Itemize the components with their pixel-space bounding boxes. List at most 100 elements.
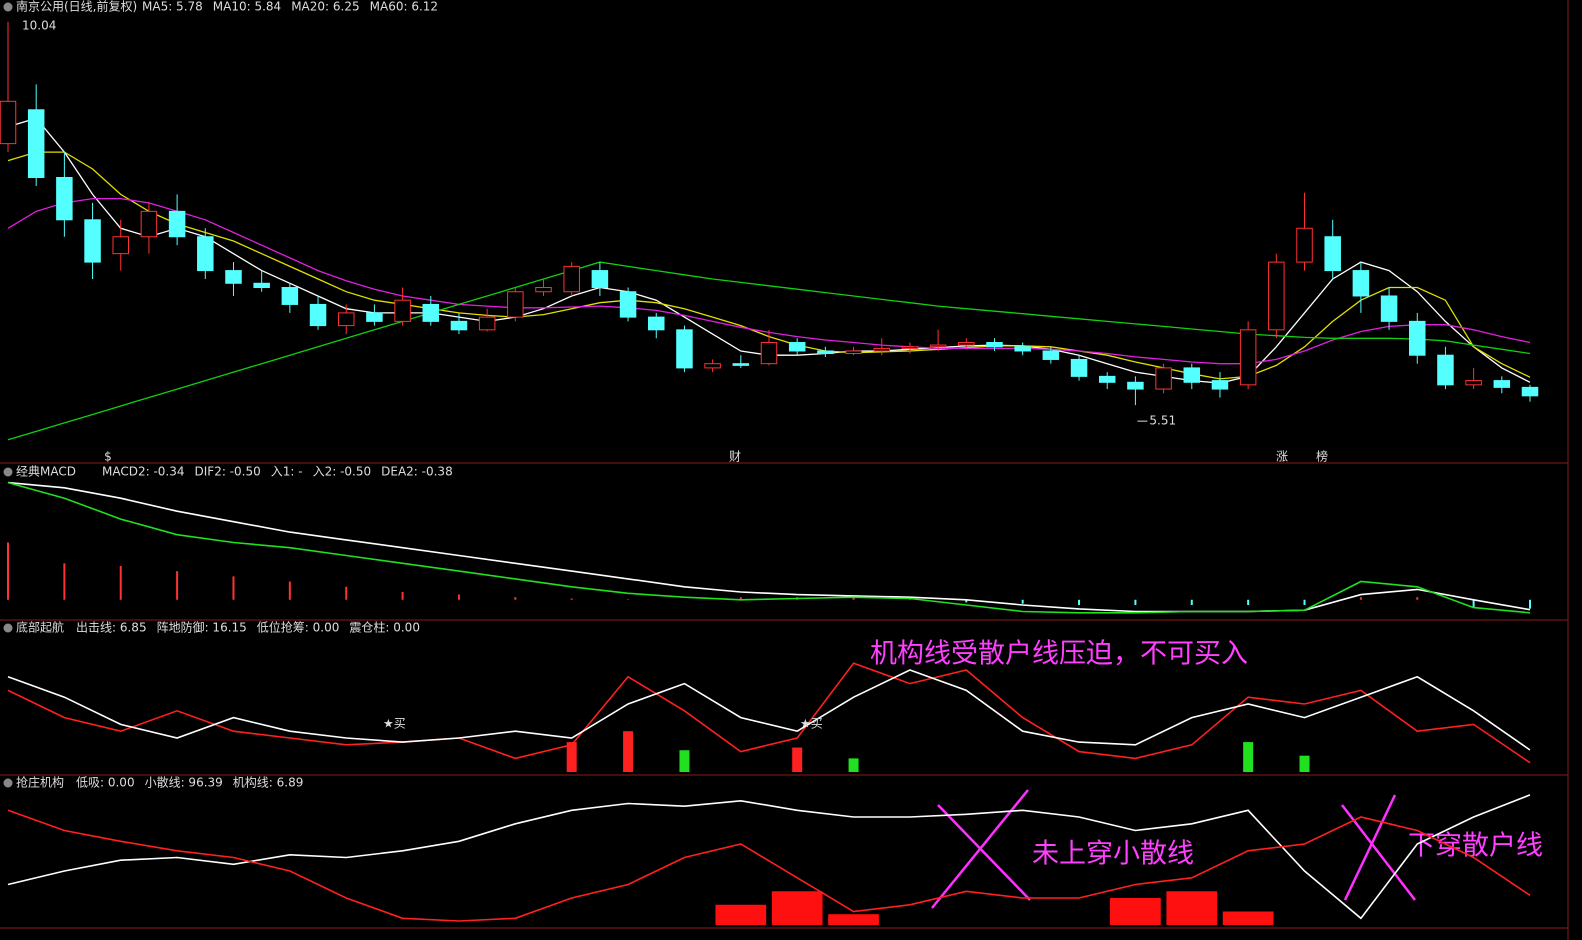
candle-body [929, 344, 947, 348]
menu-icon [3, 623, 13, 633]
candle-body [0, 100, 17, 145]
candle-body [1268, 261, 1285, 331]
legend-entry: MA5: 5.78 [142, 0, 203, 14]
indicator-bar [792, 747, 803, 772]
panel-title: 南京公用(日线,前复权) [16, 0, 137, 14]
candle-body [84, 219, 101, 263]
indicator-bar [1359, 597, 1362, 600]
legend-entry: MA10: 5.84 [213, 0, 281, 14]
candle-body [958, 342, 975, 346]
candle-body [1409, 320, 1426, 356]
candle-body [1352, 270, 1370, 297]
indicator-bar [514, 597, 517, 600]
indicator-bar [771, 891, 823, 925]
indicator-bar [1529, 599, 1531, 609]
candle-body [197, 236, 214, 272]
indicator-bar [852, 597, 855, 600]
candle-body [1239, 329, 1257, 386]
indicator-bar [1134, 599, 1137, 605]
indicator-bar [1416, 597, 1419, 600]
indicator-bar [627, 599, 630, 600]
legend-entry: 低吸: 0.00 [76, 776, 135, 790]
indicator-bar [1299, 755, 1310, 772]
candle-body [1296, 227, 1313, 263]
candle-body [1127, 381, 1144, 390]
legend-entry: 低位抢筹: 0.00 [257, 620, 340, 635]
candle-body [563, 265, 580, 293]
legend-entry: 震仓柱: 0.00 [349, 620, 420, 635]
indicator-bar [828, 914, 879, 925]
candle-body [619, 291, 637, 318]
candle-body [732, 363, 750, 366]
legend-entry: 小散线: 96.39 [145, 775, 223, 790]
legend-entry: 入2: -0.50 [313, 465, 372, 479]
indicator-line [7, 669, 1531, 751]
indicator-bar [1247, 599, 1250, 605]
buy-label: ★买 [800, 717, 823, 731]
indicator-bar [1021, 599, 1024, 604]
legend-entry: 出击线: 6.85 [76, 621, 147, 635]
legend-entry: 入1: - [271, 465, 303, 479]
indicator-bar [848, 758, 859, 772]
candle-body [281, 287, 299, 305]
indicator-bar [119, 565, 122, 600]
indicator-bar [679, 750, 690, 772]
candle-body [1014, 346, 1031, 352]
candle-body [507, 291, 524, 318]
indicator-bar [1110, 898, 1161, 925]
indicator-bar [7, 542, 9, 600]
candle-body [648, 316, 665, 331]
indicator-bar [570, 598, 573, 600]
indicator-bar [1166, 891, 1218, 925]
candle-body [1465, 380, 1482, 386]
legend-entry: MA60: 6.12 [370, 0, 438, 14]
candle-body [168, 210, 186, 238]
candle-body [535, 287, 552, 293]
candle-body [845, 350, 862, 355]
candle-body [1493, 380, 1511, 388]
menu-icon [3, 778, 13, 788]
legend-entry: DIF2: -0.50 [195, 465, 261, 479]
indicator-line [7, 481, 1531, 614]
candle-body [366, 312, 383, 322]
indicator-bar [401, 591, 404, 600]
indicator-bar [288, 581, 291, 600]
buy-label: ★买 [383, 717, 406, 731]
candle-body [394, 299, 411, 322]
indicator-bar [232, 576, 235, 600]
candle-body [253, 282, 270, 289]
candle-body [676, 329, 693, 369]
candle-body [1183, 367, 1201, 383]
indicator-bar [1078, 599, 1081, 605]
candle-body [309, 303, 327, 327]
candle-body [225, 270, 242, 284]
annotation: 未上穿小散线 [1032, 839, 1194, 870]
legend-entry: 阵地防御: 16.15 [157, 620, 247, 635]
candle-body [1437, 354, 1454, 386]
candle-body [591, 270, 609, 289]
indicator-line [7, 809, 1531, 922]
indicator-bar [1222, 911, 1274, 925]
event-marker: $ [104, 450, 112, 464]
event-marker: 财 [729, 450, 741, 464]
candle-body [1380, 295, 1398, 322]
indicator-bar [739, 597, 742, 600]
low-label: 5.51 [1149, 414, 1176, 428]
candle-body [112, 236, 129, 255]
candle-body [901, 346, 919, 349]
menu-icon [3, 467, 13, 477]
candle-body [1211, 380, 1229, 390]
candle-body [817, 350, 834, 355]
legend-entry: MA20: 6.25 [291, 0, 359, 14]
indicator-line [7, 794, 1531, 920]
candle-body [27, 109, 45, 178]
indicator-bar [1190, 599, 1193, 605]
panel-title: 底部起航 [16, 620, 64, 635]
candle-body [1098, 375, 1116, 383]
indicator-bar [1243, 742, 1254, 772]
candle-body [422, 303, 440, 322]
menu-icon [3, 2, 13, 12]
high-label: 10.04 [22, 18, 56, 32]
